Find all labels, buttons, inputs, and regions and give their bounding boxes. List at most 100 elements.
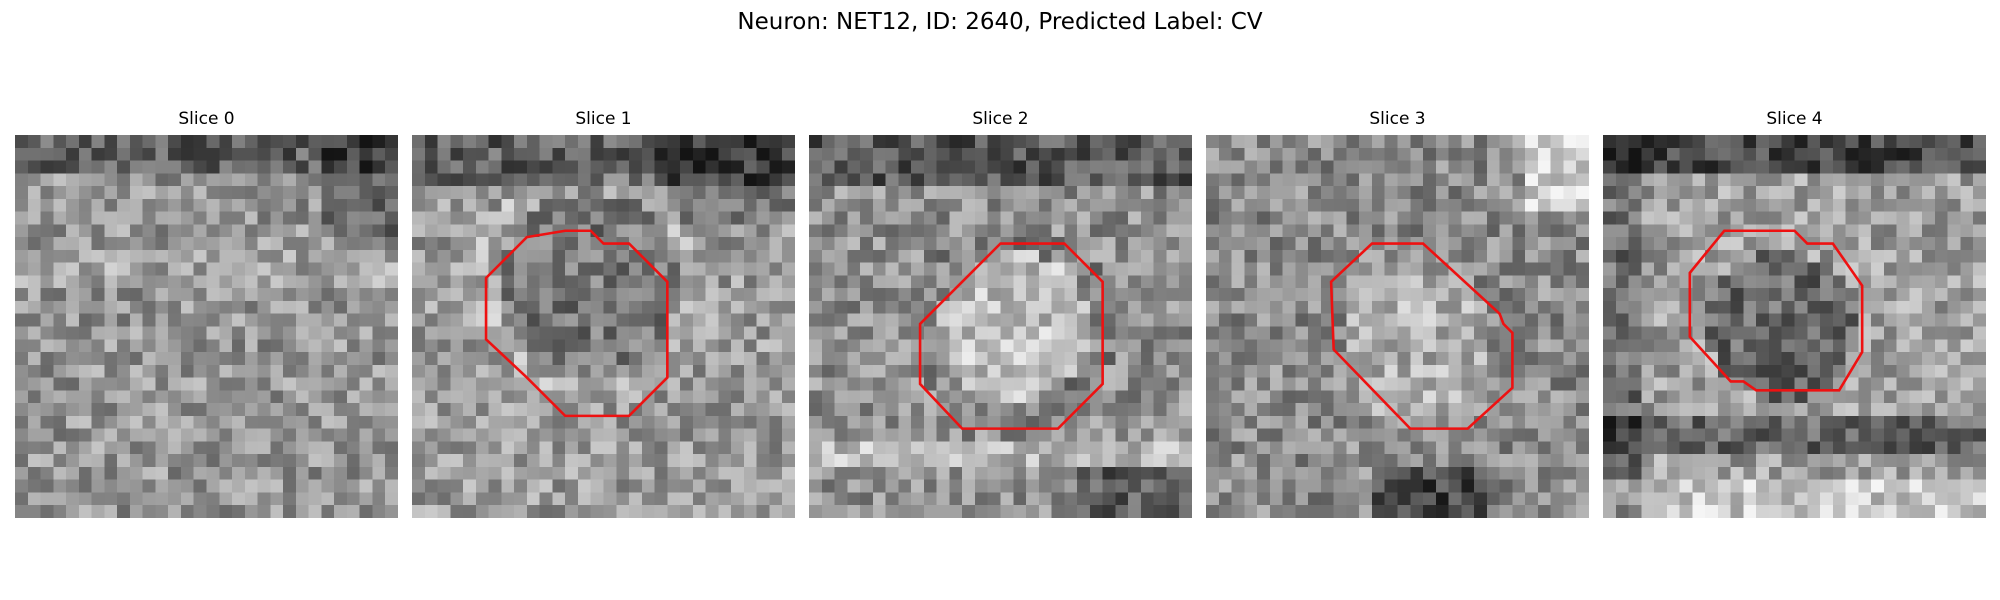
pixel	[1499, 364, 1513, 378]
pixel	[769, 135, 783, 149]
pixel	[1883, 224, 1897, 238]
pixel	[257, 147, 271, 161]
pixel	[1603, 300, 1617, 314]
pixel	[1960, 390, 1974, 404]
pixel	[206, 339, 220, 353]
pixel	[1282, 390, 1296, 404]
pixel	[1359, 262, 1373, 276]
pixel	[1512, 352, 1526, 366]
pixel	[66, 352, 80, 366]
pixel	[372, 352, 386, 366]
pixel	[501, 237, 515, 251]
pixel	[1013, 211, 1027, 225]
pixel	[1140, 275, 1154, 289]
pixel	[1756, 198, 1770, 212]
pixel	[372, 454, 386, 468]
pixel	[1397, 479, 1411, 493]
pixel	[1346, 326, 1360, 340]
pixel	[1140, 160, 1154, 174]
pixel	[1781, 403, 1795, 417]
pixel	[1807, 173, 1821, 187]
pixel	[898, 326, 912, 340]
pixel	[756, 147, 770, 161]
pixel	[1308, 288, 1322, 302]
pixel	[911, 186, 925, 200]
pixel	[1231, 377, 1245, 391]
pixel	[1206, 224, 1220, 238]
pixel	[1269, 224, 1283, 238]
pixel	[270, 364, 284, 378]
pixel	[616, 300, 630, 314]
pixel	[180, 377, 194, 391]
slice-image	[1206, 135, 1589, 518]
pixel	[577, 249, 591, 263]
pixel	[987, 211, 1001, 225]
pixel	[270, 454, 284, 468]
pixel	[705, 135, 719, 149]
pixel	[372, 403, 386, 417]
pixel	[731, 237, 745, 251]
pixel	[91, 403, 105, 417]
pixel	[1359, 403, 1373, 417]
pixel	[1871, 288, 1885, 302]
pixel	[885, 403, 899, 417]
pixel	[1909, 326, 1923, 340]
pixel	[923, 505, 937, 518]
pixel	[155, 211, 169, 225]
pixel	[987, 326, 1001, 340]
pixel	[1140, 479, 1154, 493]
pixel	[1244, 173, 1258, 187]
pixel	[321, 198, 335, 212]
pixel	[180, 173, 194, 187]
pixel	[1705, 364, 1719, 378]
pixel	[1615, 288, 1629, 302]
pixel	[1013, 135, 1027, 149]
pixel	[283, 237, 297, 251]
pixel	[27, 505, 41, 518]
pixel	[1474, 249, 1488, 263]
pixel	[1308, 211, 1322, 225]
pixel	[1231, 441, 1245, 455]
pixel	[1089, 224, 1103, 238]
pixel	[346, 224, 360, 238]
pixel	[860, 186, 874, 200]
pixel	[1947, 415, 1961, 429]
pixel	[1576, 186, 1589, 200]
slice-title: Slice 2	[972, 109, 1029, 129]
pixel	[1794, 173, 1808, 187]
pixel	[1499, 237, 1513, 251]
pixel	[1525, 352, 1539, 366]
pixel	[117, 211, 131, 225]
pixel	[1499, 352, 1513, 366]
pixel	[923, 364, 937, 378]
pixel	[974, 492, 988, 506]
pixel	[1756, 313, 1770, 327]
pixel	[1410, 288, 1424, 302]
pixel	[1448, 364, 1462, 378]
pixel	[283, 479, 297, 493]
pixel	[270, 186, 284, 200]
pixel	[488, 466, 502, 480]
pixel	[257, 454, 271, 468]
pixel	[809, 288, 823, 302]
pixel	[1845, 237, 1859, 251]
pixel	[1922, 377, 1936, 391]
pixel	[450, 186, 464, 200]
pixel	[193, 224, 207, 238]
pixel	[1128, 415, 1142, 429]
pixel	[1743, 249, 1757, 263]
pixel	[514, 390, 528, 404]
pixel	[769, 173, 783, 187]
pixel	[1089, 313, 1103, 327]
pixel	[1026, 326, 1040, 340]
pixel	[1359, 135, 1373, 149]
pixel	[27, 224, 41, 238]
pixel	[219, 390, 233, 404]
pixel	[1346, 492, 1360, 506]
pixel	[782, 326, 795, 340]
pixel	[692, 326, 706, 340]
pixel	[257, 313, 271, 327]
pixel	[1756, 479, 1770, 493]
pixel	[424, 198, 438, 212]
pixel	[1423, 249, 1437, 263]
